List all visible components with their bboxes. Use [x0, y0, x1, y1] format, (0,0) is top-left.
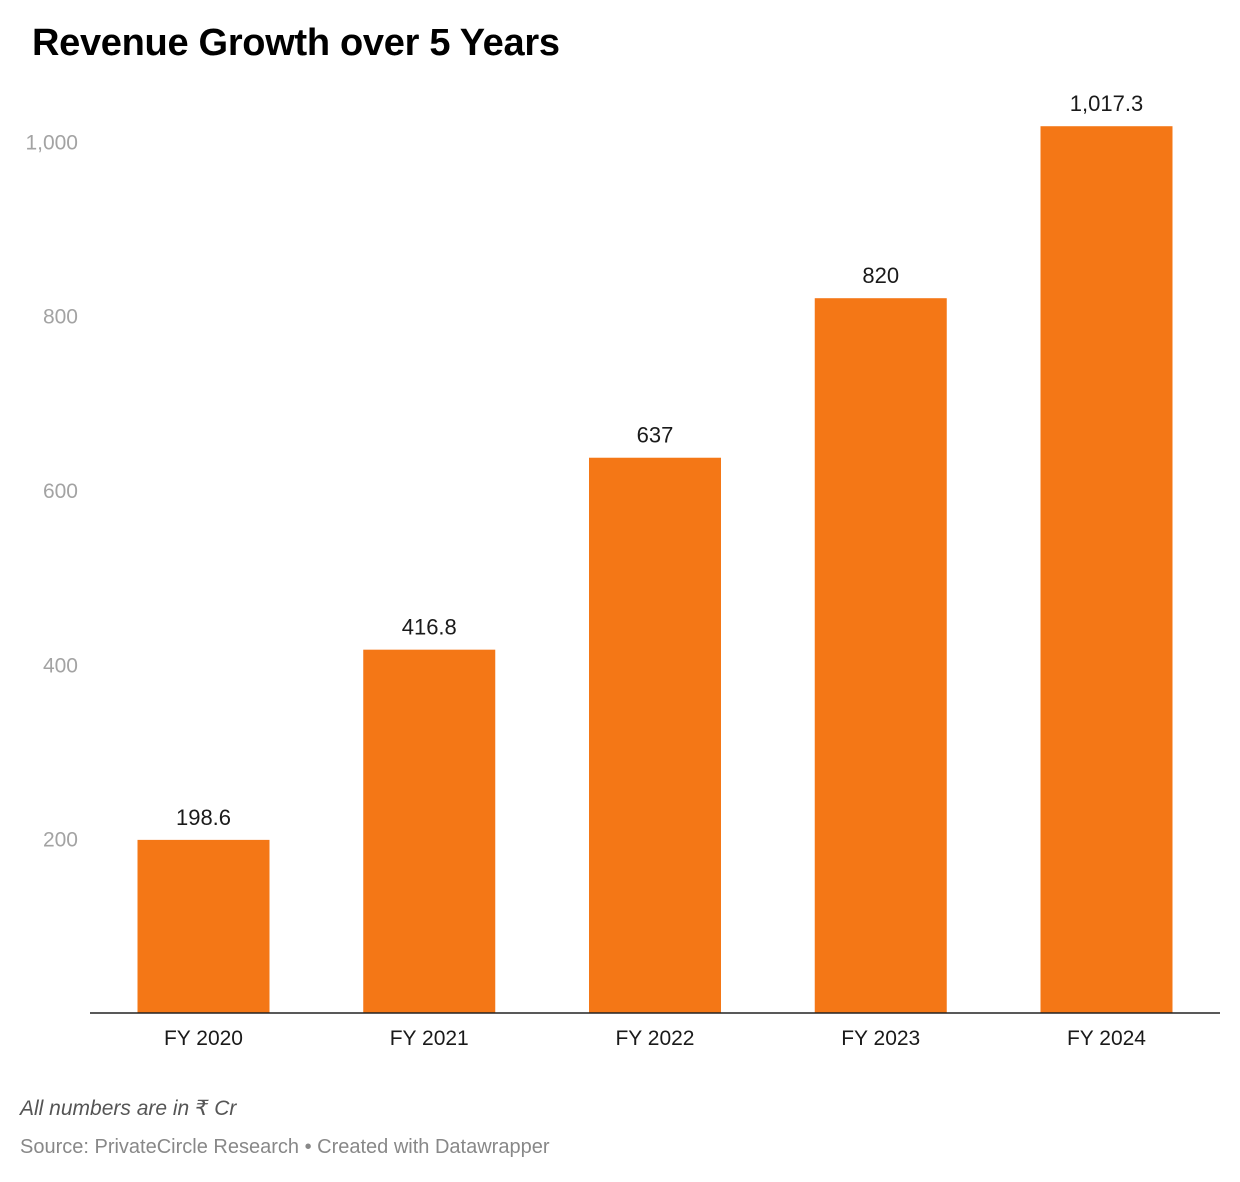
- bar: [589, 457, 721, 1013]
- bar: [363, 649, 496, 1013]
- footer: Source: PrivateCircle Research • Created…: [20, 1136, 549, 1159]
- footer-separator: •: [304, 1136, 312, 1158]
- source-text: Source: PrivateCircle Research: [20, 1136, 299, 1158]
- chart-title: Revenue Growth over 5 Years: [32, 22, 560, 64]
- bar-value-label: 198.6: [176, 805, 231, 830]
- bar-value-label: 820: [862, 263, 899, 288]
- bar: [814, 298, 947, 1013]
- y-tick-label: 200: [43, 829, 78, 852]
- bar-value-label: 416.8: [402, 615, 457, 640]
- y-tick-label: 400: [43, 654, 78, 677]
- bar: [1040, 126, 1173, 1013]
- units-note: All numbers are in ₹ Cr: [20, 1097, 237, 1120]
- x-tick-label: FY 2024: [1067, 1027, 1146, 1050]
- y-tick-label: 1,000: [25, 131, 78, 154]
- x-tick-label: FY 2022: [615, 1027, 694, 1050]
- x-tick-label: FY 2023: [841, 1027, 920, 1050]
- x-tick-label: FY 2020: [164, 1027, 243, 1050]
- bar-value-label: 1,017.3: [1070, 91, 1143, 116]
- x-tick-label: FY 2021: [390, 1027, 469, 1050]
- bar-value-label: 637: [637, 423, 674, 448]
- created-with-text: Created with Datawrapper: [317, 1136, 550, 1158]
- bar-chart: 200 400 600 800 1,000 198.6 FY 2020 416.8 FY 202…: [25, 91, 1220, 1050]
- y-tick-label: 600: [43, 480, 78, 503]
- bar: [137, 839, 270, 1013]
- y-tick-label: 800: [43, 306, 78, 329]
